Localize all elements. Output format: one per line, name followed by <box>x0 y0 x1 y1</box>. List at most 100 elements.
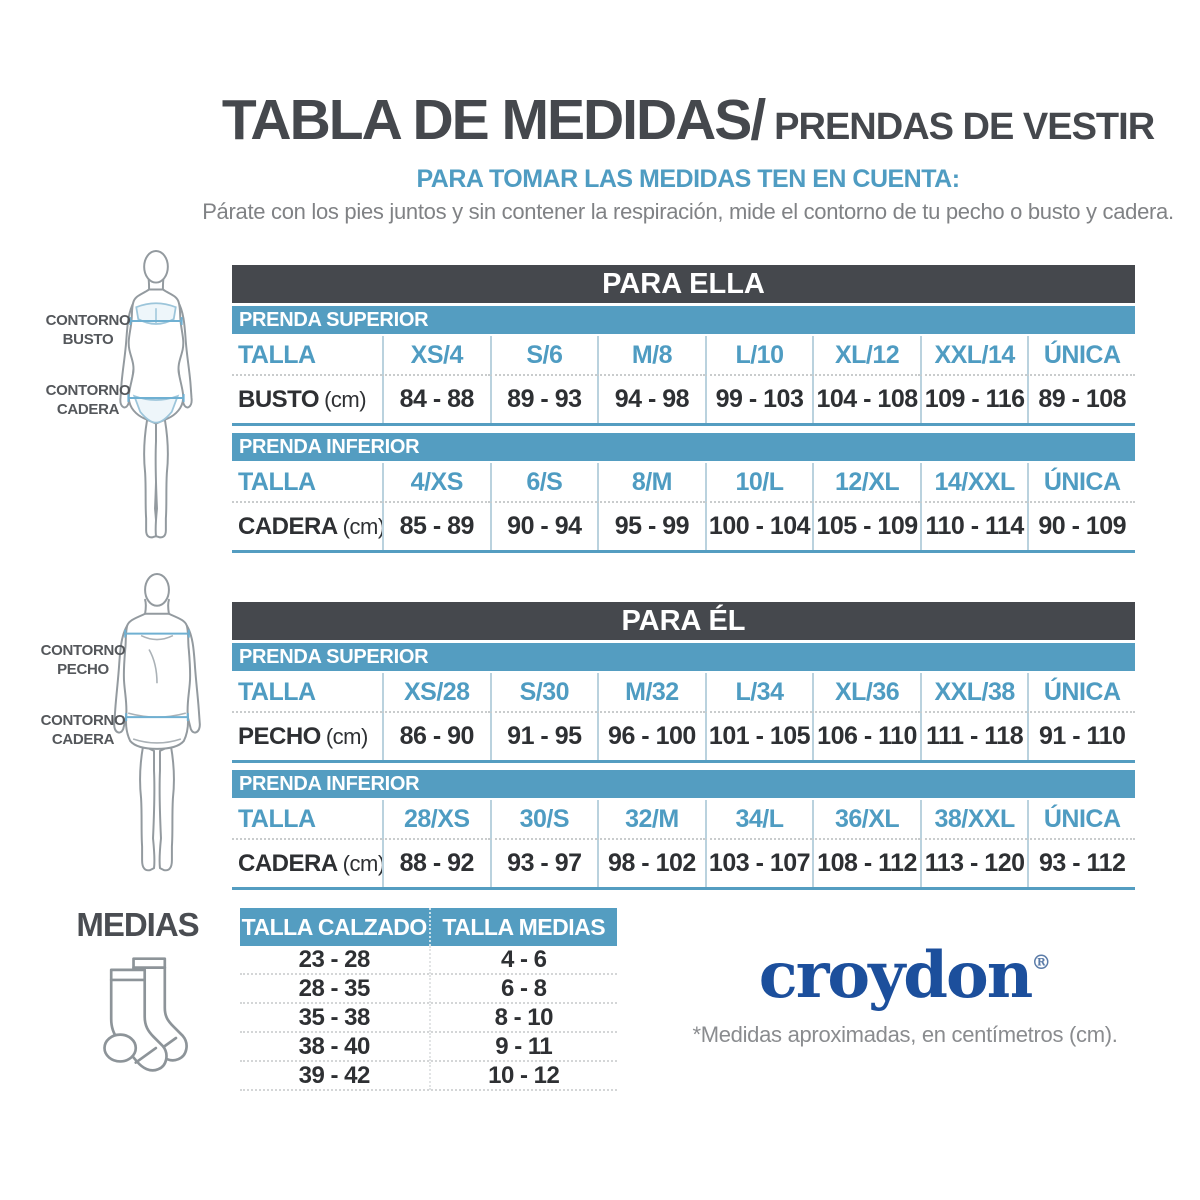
value-cell: 91 - 95 <box>489 713 598 760</box>
value-cell: 105 - 109 <box>812 503 920 550</box>
value-cell: 95 - 99 <box>597 503 705 550</box>
value-cell: 91 - 110 <box>1027 713 1135 760</box>
instructions-body: Párate con los pies juntos y sin contene… <box>202 199 1174 224</box>
front-sock <box>102 968 168 1072</box>
size-cell: 14/XXL <box>919 463 1028 503</box>
label-contorno-busto: CONTORNO BUSTO <box>45 312 131 348</box>
chest-measure-line <box>124 629 190 638</box>
page-title: TABLA DE MEDIDAS/PRENDAS DE VESTIR <box>176 92 1200 149</box>
value-cell: 109 - 116 <box>919 376 1028 423</box>
size-cell: M/32 <box>597 673 705 713</box>
women-superior-heading: PRENDA SUPERIOR <box>232 306 1135 334</box>
women-size-table: PARA ELLA PRENDA SUPERIOR TALLA XS/4 S/6… <box>232 265 1135 553</box>
page-header: TABLA DE MEDIDAS/PRENDAS DE VESTIR PARA … <box>176 92 1200 225</box>
men-size-table: PARA ÉL PRENDA SUPERIOR TALLA XS/28 S/30… <box>232 602 1135 890</box>
men-superior-grid: TALLA XS/28 S/30 M/32 L/34 XL/36 XXL/38 … <box>232 673 1135 763</box>
size-cell: XL/12 <box>812 336 920 376</box>
table-row: 35 - 38 8 - 10 <box>240 1004 617 1033</box>
table-row: 39 - 42 10 - 12 <box>240 1062 617 1091</box>
men-inferior-grid: TALLA 28/XS 30/S 32/M 34/L 36/XL 38/XXL … <box>232 800 1135 890</box>
male-figure-illustration <box>113 572 201 872</box>
value-cell: 104 - 108 <box>812 376 920 423</box>
size-cell: ÚNICA <box>1027 463 1135 503</box>
size-cell: M/8 <box>597 336 705 376</box>
value-cell: 88 - 92 <box>382 840 490 887</box>
title-sub: PRENDAS DE VESTIR <box>774 106 1155 148</box>
measure-row-label: BUSTO (cm) <box>238 385 367 413</box>
label-contorno-cadera-female: CONTORNO CADERA <box>45 382 131 418</box>
size-cell: S/6 <box>489 336 598 376</box>
size-cell: 12/XL <box>812 463 920 503</box>
value-cell: 93 - 97 <box>489 840 598 887</box>
value-cell: 99 - 103 <box>704 376 813 423</box>
value-cell: 84 - 88 <box>382 376 490 423</box>
size-cell: 10/L <box>704 463 813 503</box>
medias-heading: MEDIAS <box>76 906 199 943</box>
value-cell: 106 - 110 <box>812 713 920 760</box>
size-row-label: TALLA <box>232 463 382 503</box>
label-contorno-pecho: CONTORNO PECHO <box>40 642 126 678</box>
table-row: 28 - 35 6 - 8 <box>240 975 617 1004</box>
value-cell: 90 - 109 <box>1027 503 1135 550</box>
size-cell: 34/L <box>704 800 813 840</box>
size-cell: ÚNICA <box>1027 673 1135 713</box>
value-cell: 96 - 100 <box>597 713 705 760</box>
women-table-title: PARA ELLA <box>232 265 1135 303</box>
value-cell: 103 - 107 <box>704 840 813 887</box>
hip-measure-line <box>127 394 185 402</box>
men-inferior-heading: PRENDA INFERIOR <box>232 770 1135 798</box>
medias-section: MEDIAS <box>55 906 220 1091</box>
col-header-medias: TALLA MEDIAS <box>428 908 618 946</box>
size-cell: 4/XS <box>382 463 490 503</box>
socks-icon <box>102 957 188 1072</box>
size-cell: L/10 <box>704 336 813 376</box>
size-cell: XL/36 <box>812 673 920 713</box>
size-cell: L/34 <box>704 673 813 713</box>
value-cell: 113 - 120 <box>919 840 1028 887</box>
table-row: 23 - 28 4 - 6 <box>240 946 617 975</box>
men-superior-heading: PRENDA SUPERIOR <box>232 643 1135 671</box>
size-cell: 32/M <box>597 800 705 840</box>
table-row: 38 - 40 9 - 11 <box>240 1033 617 1062</box>
value-cell: 89 - 108 <box>1027 376 1135 423</box>
instructions-heading: PARA TOMAR LAS MEDIDAS TEN EN CUENTA: <box>416 165 960 193</box>
label-contorno-cadera-male: CONTORNO CADERA <box>40 712 126 748</box>
hip-measure-line-male <box>125 713 189 722</box>
size-row-label: TALLA <box>232 800 382 840</box>
value-cell: 85 - 89 <box>382 503 490 550</box>
value-cell: 94 - 98 <box>597 376 705 423</box>
size-cell: ÚNICA <box>1027 336 1135 376</box>
title-main: TABLA DE MEDIDAS/ <box>221 88 766 152</box>
women-superior-grid: TALLA XS/4 S/6 M/8 L/10 XL/12 XXL/14 ÚNI… <box>232 336 1135 426</box>
size-cell: S/30 <box>489 673 598 713</box>
value-cell: 90 - 94 <box>489 503 598 550</box>
value-cell: 111 - 118 <box>919 713 1028 760</box>
size-cell: XXL/38 <box>919 673 1028 713</box>
measure-row-label: PECHO (cm) <box>238 722 368 750</box>
col-header-calzado: TALLA CALZADO <box>241 913 428 940</box>
measurements-footnote: *Medidas aproximadas, en centímetros (cm… <box>692 1022 1118 1047</box>
size-cell: ÚNICA <box>1027 800 1135 840</box>
size-row-label: TALLA <box>232 673 382 713</box>
size-cell: 28/XS <box>382 800 490 840</box>
value-cell: 108 - 112 <box>812 840 920 887</box>
women-inferior-heading: PRENDA INFERIOR <box>232 433 1135 461</box>
value-cell: 89 - 93 <box>489 376 598 423</box>
value-cell: 110 - 114 <box>919 503 1028 550</box>
size-cell: 36/XL <box>812 800 920 840</box>
value-cell: 98 - 102 <box>597 840 705 887</box>
bust-measure-line <box>129 317 183 325</box>
female-figure-illustration <box>119 250 193 539</box>
size-cell: 6/S <box>489 463 598 503</box>
size-cell: XXL/14 <box>919 336 1028 376</box>
brand-block: croydon® *Medidas aproximadas, en centím… <box>660 944 1150 1048</box>
size-cell: XS/28 <box>382 673 490 713</box>
size-cell: XS/4 <box>382 336 490 376</box>
measure-row-label: CADERA (cm) <box>238 849 385 877</box>
value-cell: 100 - 104 <box>704 503 813 550</box>
registered-mark-icon: ® <box>1031 950 1052 974</box>
measure-row-label: CADERA (cm) <box>238 512 385 540</box>
value-cell: 93 - 112 <box>1027 840 1135 887</box>
value-cell: 101 - 105 <box>704 713 813 760</box>
